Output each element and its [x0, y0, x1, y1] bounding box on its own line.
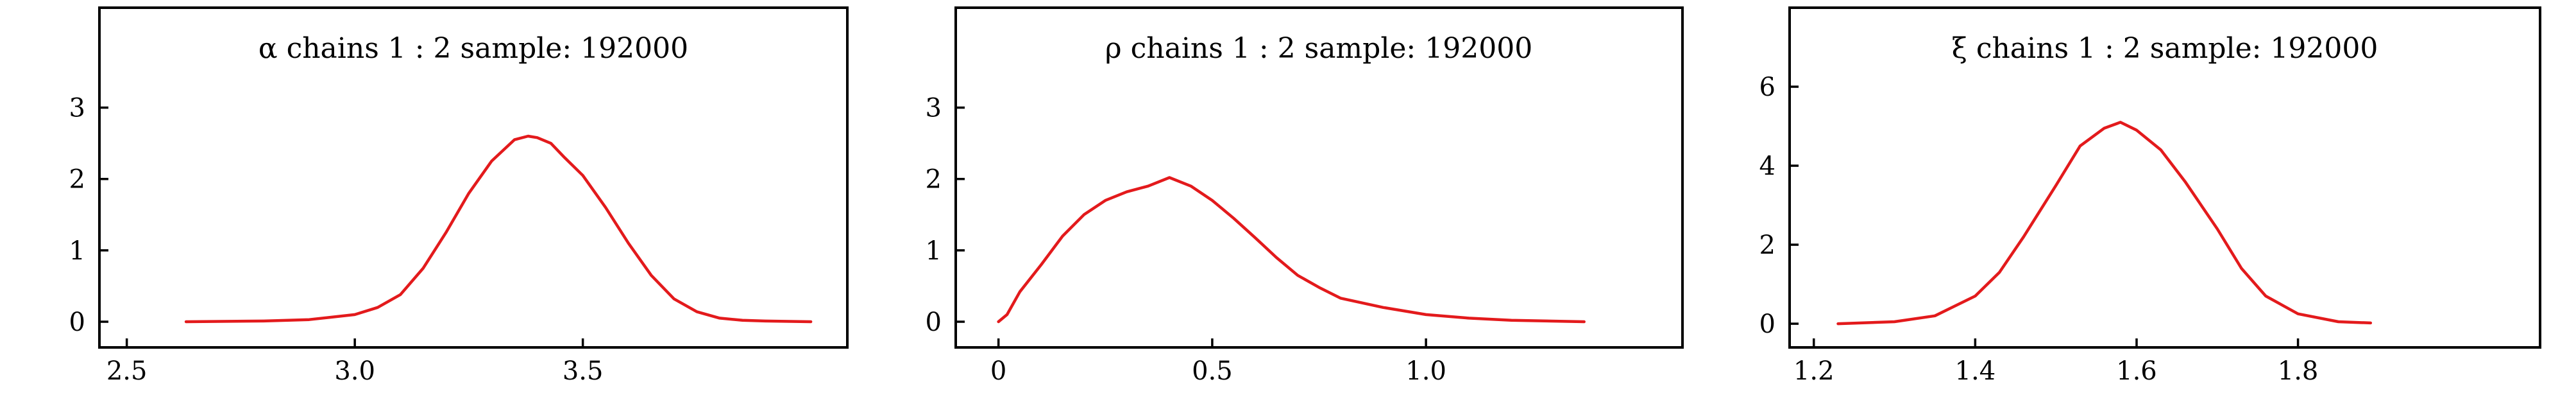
- y-tick-label-xi: 0: [1759, 310, 1775, 339]
- x-tick-label-rho: 0.5: [1192, 356, 1233, 386]
- x-tick-label-xi: 1.4: [1955, 356, 1996, 386]
- y-tick-label-alpha: 2: [69, 165, 85, 195]
- y-tick-label-rho: 0: [926, 308, 942, 337]
- x-tick-label-xi: 1.2: [1793, 356, 1835, 386]
- chart-title-xi: ξ chains 1 : 2 sample: 192000: [1952, 32, 2378, 65]
- x-tick-label-rho: 1.0: [1405, 356, 1446, 386]
- y-tick-label-rho: 2: [926, 165, 942, 195]
- density-curve-xi: [1836, 121, 2373, 326]
- x-tick-label-rho: 0: [990, 356, 1006, 386]
- y-tick-label-alpha: 0: [69, 308, 85, 337]
- y-tick-label-rho: 1: [926, 236, 942, 266]
- x-tick-label-alpha: 3.0: [334, 356, 375, 386]
- y-tick-label-xi: 2: [1759, 231, 1775, 260]
- y-tick-label-xi: 6: [1759, 73, 1775, 102]
- x-tick-label-alpha: 2.5: [106, 356, 148, 386]
- panel-alpha: α chains 1 : 2 sample: 192000 2.5 3.0 3.5 0…: [69, 6, 849, 386]
- plot-frame-xi: [1788, 6, 2541, 349]
- x-tick-label-xi: 1.6: [2116, 356, 2157, 386]
- y-tick-label-xi: 4: [1759, 152, 1775, 181]
- chart-title-alpha: α chains 1 : 2 sample: 192000: [258, 32, 688, 65]
- panel-xi: ξ chains 1 : 2 sample: 192000 1.2 1.4 1.6 1…: [1759, 6, 2541, 386]
- chart-title-rho: ρ chains 1 : 2 sample: 192000: [1105, 32, 1532, 65]
- y-tick-label-alpha: 3: [69, 94, 85, 123]
- plot-frame-rho: [954, 6, 1684, 349]
- density-curve-alpha: [184, 134, 813, 324]
- x-tick-label-alpha: 3.5: [563, 356, 604, 386]
- x-tick-label-xi: 1.8: [2278, 356, 2319, 386]
- density-curve-rho: [997, 176, 1586, 324]
- panel-rho: ρ chains 1 : 2 sample: 192000 0 0.5 1.0 0 1 2…: [926, 6, 1684, 386]
- y-tick-label-alpha: 1: [69, 236, 85, 266]
- plot-frame-alpha: [98, 6, 849, 349]
- y-tick-label-rho: 3: [926, 94, 942, 123]
